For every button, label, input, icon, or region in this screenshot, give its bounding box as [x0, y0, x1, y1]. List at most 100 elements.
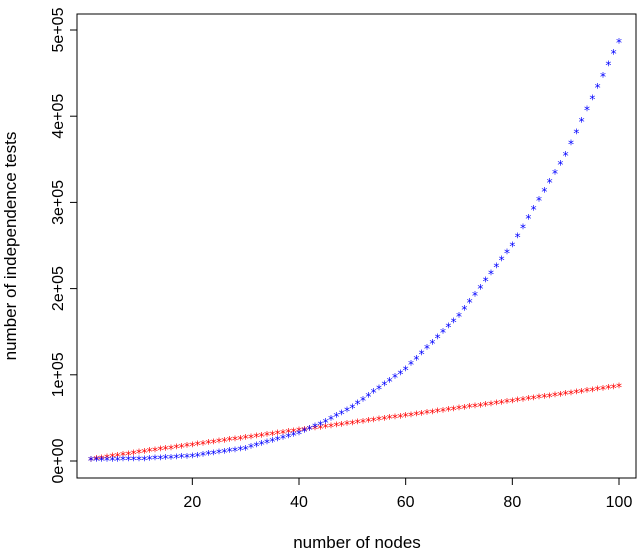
data-point-series-2: *: [605, 59, 611, 73]
x-axis-ticks: 20 40 60 80 100: [183, 478, 632, 511]
data-point-series-1: *: [163, 443, 169, 457]
data-point-series-2: *: [317, 418, 323, 432]
data-point-series-1: *: [499, 397, 505, 411]
data-point-series-2: *: [552, 167, 558, 181]
data-point-series-2: *: [504, 246, 510, 260]
data-point-series-2: *: [349, 401, 355, 415]
data-point-series-1: *: [232, 433, 238, 447]
data-point-series-2: *: [152, 453, 158, 467]
data-point-series-1: *: [419, 408, 425, 422]
data-point-series-2: *: [483, 275, 489, 289]
data-point-series-1: *: [435, 406, 441, 420]
data-point-series-2: *: [435, 331, 441, 345]
data-point-series-2: *: [200, 449, 206, 463]
x-tick-label: 60: [397, 494, 415, 511]
data-point-series-2: *: [499, 253, 505, 267]
data-point-series-1: *: [520, 394, 526, 408]
data-point-series-1: *: [109, 451, 115, 465]
data-point-series-2: *: [413, 353, 419, 367]
data-point-series-2: *: [387, 375, 393, 389]
data-point-series-1: *: [253, 431, 259, 445]
data-point-series-2: *: [147, 453, 153, 467]
y-axis-title: number of independence tests: [1, 132, 20, 361]
data-point-series-2: *: [355, 398, 361, 412]
data-point-series-1: *: [611, 381, 617, 395]
data-point-series-1: *: [312, 422, 318, 436]
data-point-series-2: *: [333, 410, 339, 424]
data-point-series-1: *: [387, 412, 393, 426]
y-tick-label: 4e+05: [50, 94, 67, 139]
data-point-series-2: *: [488, 268, 494, 282]
data-point-series-2: *: [611, 47, 617, 61]
data-point-series-2: *: [104, 454, 110, 468]
data-point-series-2: *: [419, 347, 425, 361]
data-point-series-1: *: [136, 447, 142, 461]
data-point-series-2: *: [163, 452, 169, 466]
data-point-series-2: *: [109, 454, 115, 468]
data-point-series-2: *: [237, 444, 243, 458]
data-point-series-2: *: [365, 390, 371, 404]
data-point-series-2: *: [264, 437, 270, 451]
data-point-series-1: *: [365, 415, 371, 429]
data-point-series-1: *: [541, 391, 547, 405]
data-point-series-2: *: [381, 379, 387, 393]
data-point-series-2: *: [125, 454, 131, 468]
data-point-series-1: *: [349, 417, 355, 431]
data-point-series-2: *: [189, 451, 195, 465]
data-point-series-2: *: [312, 421, 318, 435]
data-point-series-2: *: [248, 441, 254, 455]
data-point-series-1: *: [205, 437, 211, 451]
data-point-series-2: *: [403, 363, 409, 377]
data-point-series-2: *: [339, 407, 345, 421]
data-point-series-2: *: [253, 440, 259, 454]
data-point-series-2: *: [397, 367, 403, 381]
data-point-series-1: *: [189, 439, 195, 453]
data-point-series-2: *: [275, 433, 281, 447]
x-tick-label: 20: [183, 494, 201, 511]
data-point-series-2: *: [296, 427, 302, 441]
data-point-series-2: *: [424, 342, 430, 356]
data-point-series-2: *: [179, 451, 185, 465]
data-point-series-2: *: [376, 382, 382, 396]
data-point-series-2: *: [99, 454, 105, 468]
data-point-series-1: *: [333, 420, 339, 434]
data-point-series-2: *: [547, 176, 553, 190]
data-point-series-1: *: [344, 418, 350, 432]
data-point-series-1: *: [211, 436, 217, 450]
data-point-series-2: *: [563, 149, 569, 163]
data-point-series-1: *: [125, 448, 131, 462]
data-point-series-1: *: [179, 441, 185, 455]
data-point-series-1: *: [451, 403, 457, 417]
data-point-series-1: *: [216, 436, 222, 450]
data-point-series-1: *: [531, 392, 537, 406]
data-point-series-2: *: [131, 454, 137, 468]
x-tick-label: 40: [290, 494, 308, 511]
data-point-series-1: *: [403, 410, 409, 424]
data-point-series-1: *: [424, 407, 430, 421]
data-point-series-1: *: [477, 400, 483, 414]
data-point-series-2: *: [584, 104, 590, 118]
data-point-series-2: *: [600, 70, 606, 84]
data-point-series-2: *: [141, 453, 147, 467]
data-point-series-2: *: [477, 282, 483, 296]
data-point-series-2: *: [285, 430, 291, 444]
data-point-series-1: *: [547, 390, 553, 404]
data-point-series-2: *: [467, 296, 473, 310]
data-point-series-1: *: [397, 411, 403, 425]
data-point-series-2: *: [509, 239, 515, 253]
data-point-series-1: *: [227, 434, 233, 448]
data-point-series-2: *: [243, 443, 249, 457]
data-point-series-1: *: [131, 447, 137, 461]
data-point-series-2: *: [184, 451, 190, 465]
data-point-series-2: *: [307, 423, 313, 437]
data-point-series-2: *: [328, 413, 334, 427]
data-point-series-2: *: [259, 438, 265, 452]
data-point-series-1: *: [99, 452, 105, 466]
data-point-series-1: *: [440, 405, 446, 419]
data-point-series-1: *: [461, 402, 467, 416]
data-point-series-1: *: [296, 425, 302, 439]
data-point-series-1: *: [259, 430, 265, 444]
data-point-series-2: *: [136, 454, 142, 468]
data-point-series-2: *: [536, 194, 542, 208]
